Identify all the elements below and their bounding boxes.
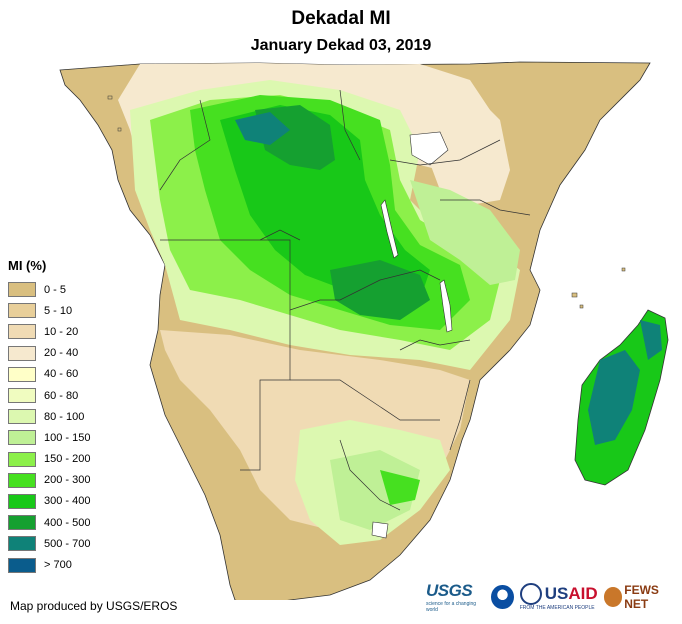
legend-item: 10 - 20 [8,321,90,342]
usaid-seal-icon [519,583,542,605]
legend-swatch [8,472,36,488]
legend-item: 5 - 10 [8,300,90,321]
legend-items: 0 - 5 5 - 10 10 - 20 20 - 40 40 - 60 60 - 80 8… [8,279,90,576]
legend-title: MI (%) [8,258,47,273]
madagascar [574,309,669,486]
usaid-wordmark: US AID [519,583,598,605]
legend-item: 0 - 5 [8,279,90,300]
legend-swatch [8,493,36,509]
usgs-tagline: science for a changing world [426,601,477,613]
logo-bar: USGS science for a changing world US AID … [426,581,682,613]
legend-swatch [8,324,36,340]
africa-moisture-map [0,60,682,600]
legend-label: 300 - 400 [44,495,91,508]
usaid-text-aid: AID [568,584,598,603]
legend-item: 60 - 80 [8,385,90,406]
legend-label: 20 - 40 [44,347,79,360]
noaa-logo-icon [491,585,514,609]
legend-item: 150 - 200 [8,449,90,470]
islands [107,95,626,309]
legend-label: 80 - 100 [44,410,85,423]
legend-swatch [8,366,36,382]
legend-item: 500 - 700 [8,533,90,554]
legend-item: 20 - 40 [8,343,90,364]
legend-swatch [8,557,36,573]
legend-item: 400 - 500 [8,512,90,533]
map-subtitle: January Dekad 03, 2019 [250,37,432,54]
legend-item: 80 - 100 [8,406,90,427]
legend-swatch [8,515,36,531]
legend-swatch [8,409,36,425]
fewsnet-seal-icon [603,587,623,607]
legend-item: > 700 [8,554,90,575]
legend-label: 5 - 10 [44,304,73,317]
legend-swatch [8,430,36,446]
legend-item: 200 - 300 [8,470,90,491]
legend-label: 10 - 20 [44,325,79,338]
lakes [371,131,453,539]
legend-item: 40 - 60 [8,364,90,385]
legend-label: 200 - 300 [44,474,91,487]
map-title: Dekadal MI [291,8,391,29]
credit-text: Map produced by USGS/EROS [10,599,178,613]
legend-swatch [8,536,36,552]
legend-label: > 700 [44,559,72,572]
legend-item: 300 - 400 [8,491,90,512]
legend-swatch [8,303,36,319]
legend-swatch [8,345,36,361]
legend-label: 60 - 80 [44,389,79,402]
legend-label: 40 - 60 [44,368,79,381]
usaid-tagline: FROM THE AMERICAN PEOPLE [519,605,595,611]
usgs-logo-text: USGS [426,581,473,600]
usgs-logo: USGS science for a changing world [426,581,485,613]
fewsnet-logo: FEWS NET [603,583,682,611]
legend-swatch [8,388,36,404]
usaid-text-us: US [544,584,569,603]
moisture-zones [118,63,520,545]
legend-label: 0 - 5 [44,283,67,296]
legend: MI (%) 0 - 5 5 - 10 10 - 20 20 - 40 40 - 60 6… [8,258,90,576]
legend-swatch [8,282,36,298]
country-borders [159,89,531,511]
legend-label: 150 - 200 [44,453,91,466]
legend-swatch [8,451,36,467]
legend-label: 100 - 150 [44,431,91,444]
fewsnet-logo-text: FEWS NET [624,583,659,611]
legend-item: 100 - 150 [8,427,90,448]
legend-label: 400 - 500 [44,516,91,529]
usaid-logo: US AID FROM THE AMERICAN PEOPLE [519,583,598,611]
legend-label: 500 - 700 [44,537,91,550]
